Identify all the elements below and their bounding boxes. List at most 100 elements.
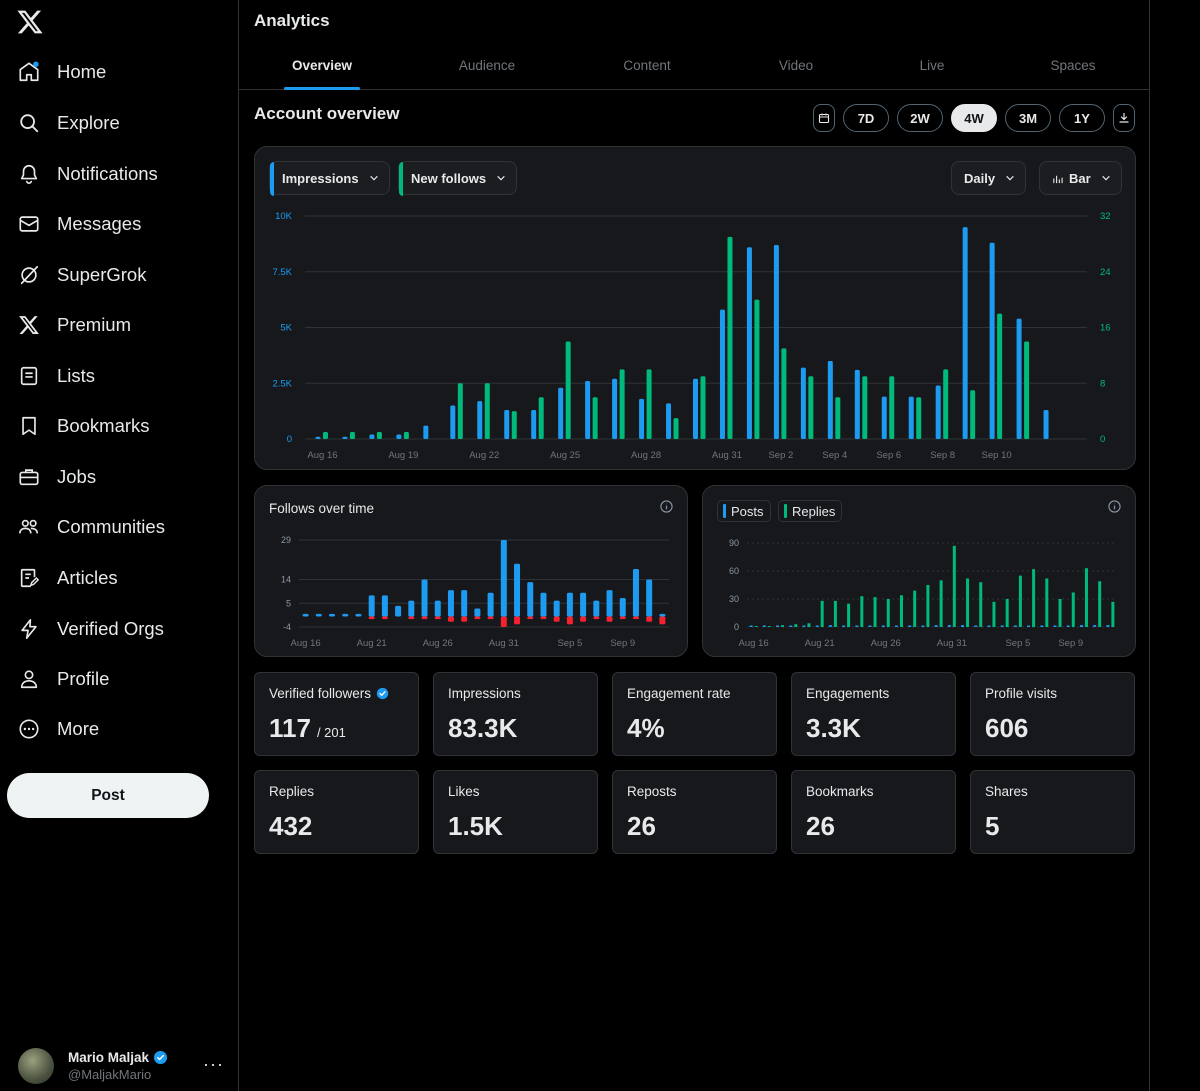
legend-replies[interactable]: Replies (778, 500, 843, 522)
stat-engagements[interactable]: Engagements 3.3K (791, 672, 956, 756)
metric-b-select[interactable]: New follows (398, 161, 518, 196)
download-button[interactable] (1113, 104, 1135, 132)
tab-content[interactable]: Content (623, 58, 671, 73)
y-tick-label: 60 (729, 566, 739, 576)
stat-likes[interactable]: Likes 1.5K (433, 770, 598, 854)
lightning-icon (21, 619, 37, 639)
stat-value: 1.5K (448, 811, 503, 841)
sidebar-item-jobs[interactable]: Jobs (12, 455, 102, 499)
chart-type-label: Bar (1069, 170, 1091, 186)
follows-bar (461, 590, 468, 617)
chevron-down-icon (369, 175, 378, 181)
unfollows-bar (632, 616, 639, 620)
sidebar-item-home[interactable]: Home (12, 50, 112, 94)
sidebar-item-lists[interactable]: Lists (12, 354, 101, 398)
stat-replies[interactable]: Replies 432 (254, 770, 419, 854)
stat-profile-visits[interactable]: Profile visits 606 (970, 672, 1135, 756)
briefcase-icon (19, 469, 39, 486)
metric-a-select[interactable]: Impressions (269, 161, 390, 196)
replies-bar (979, 582, 983, 627)
stat-bookmarks[interactable]: Bookmarks 26 (791, 770, 956, 854)
range-3m-button[interactable]: 3M (1005, 104, 1051, 132)
x-tick-label: Aug 31 (712, 450, 742, 461)
x-logo-icon[interactable] (16, 8, 44, 36)
account-switcher[interactable]: Mario Maljak @MaljakMario ··· (12, 1046, 232, 1086)
impressions-bar (827, 360, 833, 439)
chart-type-select[interactable]: Bar (1039, 161, 1122, 195)
range-2w-button[interactable]: 2W (897, 104, 943, 132)
stat-verified-followers[interactable]: Verified followers 117 / 201 (254, 672, 419, 756)
follows-bar (593, 600, 600, 617)
x-tick-label: Aug 21 (805, 638, 835, 649)
sidebar-item-communities[interactable]: Communities (12, 505, 171, 549)
y-tick-label: 5 (286, 598, 291, 608)
more-icon[interactable]: ··· (203, 1054, 224, 1074)
tab-audience[interactable]: Audience (458, 58, 516, 73)
tab-video[interactable]: Video (778, 58, 814, 73)
tab-overview[interactable]: Overview (291, 58, 353, 73)
stat-shares[interactable]: Shares 5 (970, 770, 1135, 854)
stat-label: Verified followers (269, 686, 372, 701)
sidebar-item-label: Jobs (57, 466, 97, 487)
x-tick-label: Sep 10 (982, 450, 1012, 461)
chevron-down-icon (1006, 175, 1014, 181)
stat-label: Profile visits (985, 686, 1058, 701)
replies-bar (939, 580, 943, 627)
sidebar: Home Explore Notifications Messages Supe… (0, 0, 239, 1091)
range-4w-button[interactable]: 4W (951, 104, 997, 132)
x-tick-label: Aug 26 (871, 638, 901, 649)
sidebar-item-premium[interactable]: Premium (12, 303, 137, 347)
posts-bar (1053, 625, 1057, 627)
new-follows-bar (781, 348, 787, 439)
follows-bar (500, 540, 507, 617)
impressions-bar (989, 242, 995, 439)
stat-impressions[interactable]: Impressions 83.3K (433, 672, 598, 756)
sidebar-item-supergrok[interactable]: SuperGrok (12, 253, 152, 297)
stat-reposts[interactable]: Reposts 26 (612, 770, 777, 854)
unfollows-bar (514, 616, 521, 625)
x-tick-label: Sep 5 (557, 638, 582, 649)
sidebar-item-label: Explore (57, 112, 120, 133)
sidebar-item-bookmarks[interactable]: Bookmarks (12, 404, 156, 448)
posts-bar (1093, 625, 1097, 627)
y-right-tick-label: 32 (1100, 211, 1111, 222)
follows-bar (580, 592, 587, 617)
range-7d-button[interactable]: 7D (843, 104, 889, 132)
info-icon[interactable] (660, 500, 673, 513)
sidebar-item-label: Home (57, 61, 107, 82)
impressions-bar (908, 396, 914, 439)
legend-posts[interactable]: Posts (717, 500, 771, 522)
x-tick-label: Sep 5 (1005, 638, 1030, 649)
range-1y-button[interactable]: 1Y (1059, 104, 1105, 132)
replies-bar (754, 626, 758, 627)
info-icon[interactable] (1108, 500, 1121, 513)
sidebar-item-label: Profile (57, 668, 110, 689)
interval-select[interactable]: Daily (951, 161, 1027, 195)
sidebar-item-profile[interactable]: Profile (12, 657, 115, 701)
x-logo-icon (19, 316, 39, 334)
follows-bar (487, 592, 494, 617)
stat-label: Replies (269, 784, 315, 799)
x-tick-label: Sep 4 (822, 450, 847, 461)
stat-label: Impressions (448, 686, 521, 701)
sidebar-item-label: Bookmarks (57, 415, 150, 436)
sidebar-item-verified-orgs[interactable]: Verified Orgs (12, 607, 170, 651)
post-button[interactable]: Post (7, 773, 209, 818)
x-tick-label: Aug 28 (631, 450, 661, 461)
follows-bar (355, 613, 362, 617)
tab-live[interactable]: Live (919, 58, 945, 73)
posts-bar (868, 625, 872, 627)
y-left-tick-label: 0 (287, 434, 292, 445)
sidebar-item-messages[interactable]: Messages (12, 202, 147, 246)
calendar-button[interactable] (813, 104, 835, 132)
sidebar-item-explore[interactable]: Explore (12, 101, 126, 145)
posts-bar (947, 625, 951, 627)
sidebar-item-articles[interactable]: Articles (12, 556, 124, 600)
sidebar-item-notifications[interactable]: Notifications (12, 152, 164, 196)
stat-engagement-rate[interactable]: Engagement rate 4% (612, 672, 777, 756)
legend-posts-label: Posts (731, 503, 764, 519)
tab-spaces[interactable]: Spaces (1050, 58, 1096, 73)
x-tick-label: Aug 16 (739, 638, 769, 649)
sidebar-item-more[interactable]: More (12, 707, 105, 751)
unfollows-bar (368, 616, 375, 620)
